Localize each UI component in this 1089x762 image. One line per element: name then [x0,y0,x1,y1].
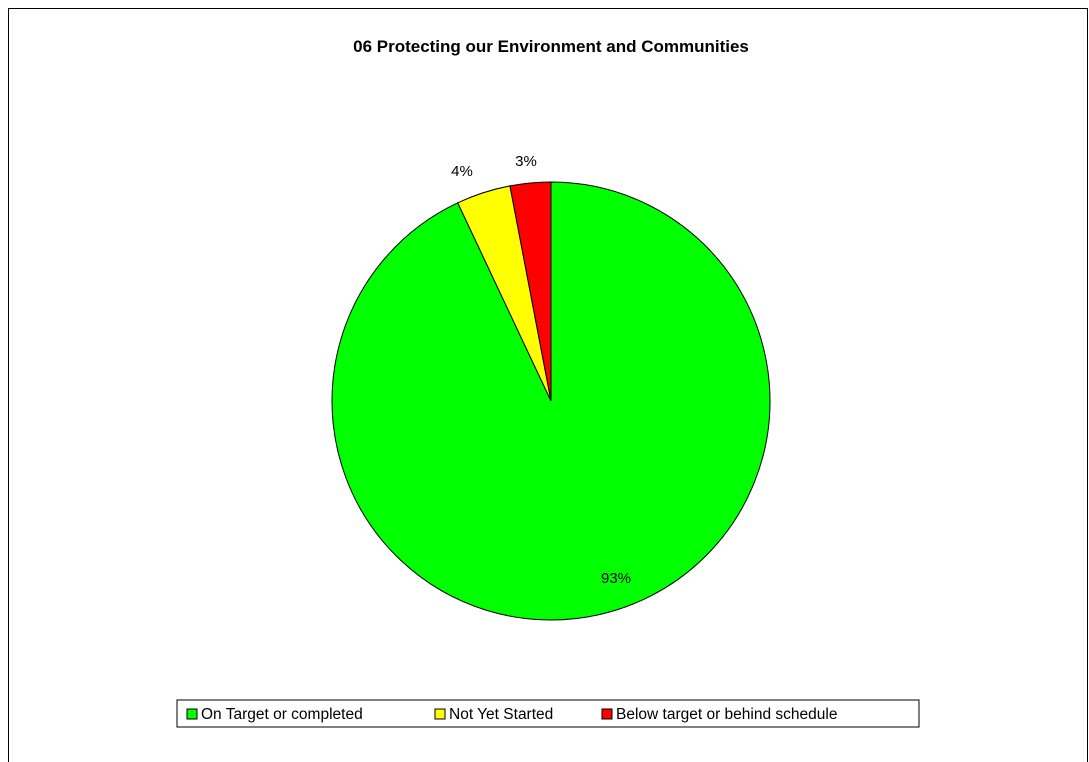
data-label-2: 4% [451,163,473,180]
legend: On Target or completed Not Yet Started Bel… [176,699,920,728]
legend-label-3: Below target or behind schedule [616,706,837,723]
legend-box [176,699,920,728]
data-label-3: 3% [515,153,537,170]
legend-swatch-1 [186,708,198,720]
legend-label-2: Not Yet Started [449,706,553,723]
data-labels: 93% 4% 3% [451,153,631,587]
legend-swatch-2 [434,708,446,720]
legend-label-1: On Target or completed [201,706,363,723]
pie-slices [331,181,771,621]
pie-slice-3 [509,181,552,402]
legend-swatch-3 [601,708,613,720]
chart-title: 06 Protecting our Environment and Commun… [353,37,749,56]
data-label-1: 93% [601,570,631,587]
